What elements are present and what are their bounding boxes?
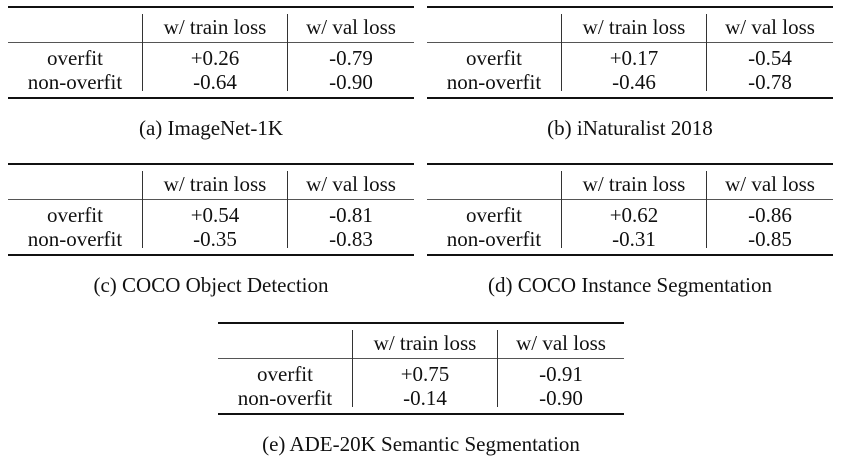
column-divider [142, 14, 143, 91]
table-caption: (b) iNaturalist 2018 [547, 116, 713, 140]
results-table: w/ train loss w/ val loss overfit +0.75 … [218, 322, 624, 415]
row-label: overfit [466, 203, 522, 227]
table-caption: (c) COCO Object Detection [93, 273, 329, 297]
val-loss-value: -0.79 [329, 46, 373, 70]
table-row: overfit +0.17 -0.54 [427, 45, 833, 71]
table-row: overfit +0.26 -0.79 [8, 45, 414, 71]
row-label: non-overfit [27, 227, 123, 251]
val-loss-value: -0.81 [329, 203, 373, 227]
header-row: w/ train loss w/ val loss [427, 171, 833, 197]
column-divider [561, 171, 562, 248]
header-row: w/ train loss w/ val loss [218, 330, 624, 356]
table-caption: (a) ImageNet-1K [138, 116, 283, 140]
header-divider [8, 42, 414, 43]
train-loss-value: -0.31 [612, 227, 656, 251]
column-divider [706, 14, 707, 91]
row-label: overfit [466, 46, 522, 70]
header-row: w/ train loss w/ val loss [8, 171, 414, 197]
val-loss-value: -0.86 [748, 203, 792, 227]
val-loss-value: -0.91 [539, 362, 583, 386]
val-loss-value: -0.78 [748, 70, 792, 94]
train-loss-value: +0.75 [400, 362, 450, 386]
val-loss-value: -0.85 [748, 227, 792, 251]
table-caption: (e) ADE-20K Semantic Segmentation [262, 432, 580, 456]
table-caption: (d) COCO Instance Segmentation [487, 273, 773, 297]
header-val-loss: w/ val loss [725, 172, 815, 196]
val-loss-value: -0.54 [748, 46, 792, 70]
header-row: w/ train loss w/ val loss [427, 14, 833, 40]
table-row: overfit +0.62 -0.86 [427, 202, 833, 228]
results-table: w/ train loss w/ val loss overfit +0.26 … [8, 6, 414, 99]
column-divider [497, 330, 498, 407]
row-label: non-overfit [237, 386, 333, 410]
header-train-loss: w/ train loss [163, 15, 267, 39]
train-loss-value: +0.54 [190, 203, 240, 227]
table-row: non-overfit -0.35 -0.83 [8, 226, 414, 252]
row-label: non-overfit [446, 227, 542, 251]
train-loss-value: +0.62 [609, 203, 659, 227]
row-label: overfit [47, 46, 103, 70]
column-divider [287, 171, 288, 248]
results-table: w/ train loss w/ val loss overfit +0.62 … [427, 163, 833, 256]
header-divider [427, 42, 833, 43]
header-train-loss: w/ train loss [373, 331, 477, 355]
row-label: non-overfit [446, 70, 542, 94]
results-table: w/ train loss w/ val loss overfit +0.54 … [8, 163, 414, 256]
results-table: w/ train loss w/ val loss overfit +0.17 … [427, 6, 833, 99]
table-row: overfit +0.54 -0.81 [8, 202, 414, 228]
val-loss-value: -0.90 [539, 386, 583, 410]
subtable-ade-20k-semantic-segmentation: w/ train loss w/ val loss overfit +0.75 … [218, 322, 624, 456]
row-label: overfit [47, 203, 103, 227]
subtable-coco-instance-segmentation: w/ train loss w/ val loss overfit +0.62 … [427, 163, 833, 297]
row-label: non-overfit [27, 70, 123, 94]
train-loss-value: -0.64 [193, 70, 237, 94]
header-row: w/ train loss w/ val loss [8, 14, 414, 40]
subtable-imagenet-1k: w/ train loss w/ val loss overfit +0.26 … [8, 6, 414, 140]
subtable-inaturalist-2018: w/ train loss w/ val loss overfit +0.17 … [427, 6, 833, 140]
train-loss-value: +0.17 [609, 46, 659, 70]
column-divider [561, 14, 562, 91]
header-val-loss: w/ val loss [306, 15, 396, 39]
header-train-loss: w/ train loss [163, 172, 267, 196]
val-loss-value: -0.90 [329, 70, 373, 94]
table-row: non-overfit -0.31 -0.85 [427, 226, 833, 252]
train-loss-value: +0.26 [190, 46, 240, 70]
header-val-loss: w/ val loss [306, 172, 396, 196]
train-loss-value: -0.35 [193, 227, 237, 251]
header-val-loss: w/ val loss [725, 15, 815, 39]
header-divider [8, 199, 414, 200]
train-loss-value: -0.14 [403, 386, 447, 410]
val-loss-value: -0.83 [329, 227, 373, 251]
column-divider [142, 171, 143, 248]
header-val-loss: w/ val loss [516, 331, 606, 355]
header-divider [427, 199, 833, 200]
table-row: non-overfit -0.46 -0.78 [427, 69, 833, 95]
table-row: non-overfit -0.64 -0.90 [8, 69, 414, 95]
column-divider [287, 14, 288, 91]
table-row: overfit +0.75 -0.91 [218, 361, 624, 387]
train-loss-value: -0.46 [612, 70, 656, 94]
header-divider [218, 358, 624, 359]
column-divider [706, 171, 707, 248]
column-divider [352, 330, 353, 407]
table-row: non-overfit -0.14 -0.90 [218, 385, 624, 411]
header-train-loss: w/ train loss [582, 15, 686, 39]
row-label: overfit [257, 362, 313, 386]
header-train-loss: w/ train loss [582, 172, 686, 196]
subtable-coco-object-detection: w/ train loss w/ val loss overfit +0.54 … [8, 163, 414, 297]
